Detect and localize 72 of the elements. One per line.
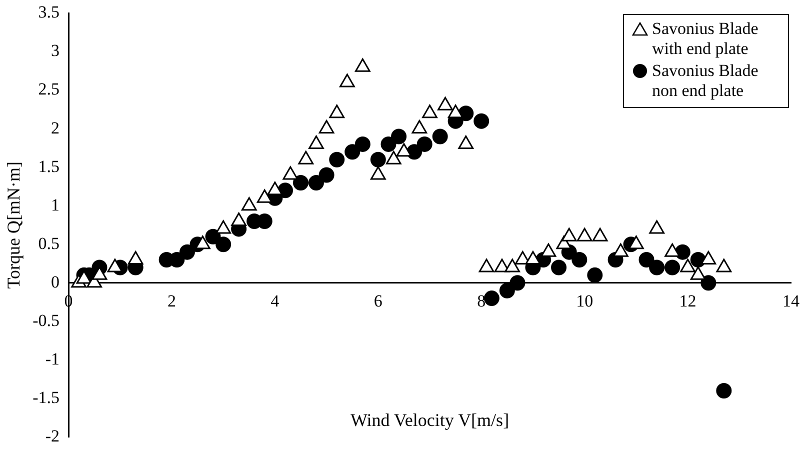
y-tick-label: 0.5 [38,234,60,253]
x-tick-label: 2 [167,292,176,311]
point [412,120,428,134]
point [179,244,195,260]
x-tick-label: 8 [477,292,486,311]
point [716,383,732,399]
point [292,174,308,190]
legend-label: Savonius Blade non end plate [652,61,760,101]
point [354,58,370,72]
point [458,135,474,149]
point [700,275,716,291]
point [308,135,324,149]
y-tick-label: -1 [45,349,60,368]
y-tick-label: 0 [51,272,60,292]
point [340,74,355,88]
y-tick-label: 2.5 [38,80,60,99]
point [128,251,144,265]
y-tick-label: -1.5 [32,388,60,407]
x-tick-label: 6 [374,292,382,311]
point [484,290,500,306]
point [241,197,257,211]
point [649,220,664,234]
x-tick-label: 10 [576,292,594,311]
y-tick-label: 1 [51,195,60,214]
point [587,267,603,283]
point [386,150,402,164]
point [416,136,432,152]
point [474,113,490,129]
point [256,189,272,203]
point [354,136,370,152]
point [329,152,345,168]
point [216,220,232,234]
point [572,252,588,268]
point [195,236,210,250]
point [649,260,665,276]
point [628,236,644,250]
x-tick-label: 14 [782,292,800,311]
y-tick-label: 3 [51,41,60,60]
y-tick-label: -2 [45,426,60,446]
point [308,174,324,190]
point [448,104,464,118]
point [344,144,360,160]
point [422,104,438,118]
point [282,166,298,180]
point [438,96,453,110]
point [318,167,334,183]
point [664,260,680,276]
point [510,275,526,291]
point [638,252,654,268]
y-tick-label: 1.5 [38,156,60,176]
y-tick-label: 3.5 [38,2,60,22]
point [329,104,345,118]
point [318,120,334,134]
point [370,152,386,168]
point [525,251,541,265]
legend-label: Savonius Blade with end plate [652,19,760,59]
point [700,251,716,265]
point [380,136,396,152]
x-tick-label: 12 [679,292,696,311]
x-tick-label: 4 [270,292,280,311]
y-axis-title: Torque Q[mN·m] [4,161,24,289]
point [432,128,448,144]
y-tick-label: 2 [51,118,60,138]
point [391,128,407,144]
point [499,282,515,298]
point [370,166,386,180]
point [298,150,314,164]
y-tick-label: -0.5 [32,310,60,330]
point [231,212,246,226]
point [551,260,567,276]
point [216,236,232,252]
x-axis-title: Wind Velocity V[m/s] [350,410,510,430]
